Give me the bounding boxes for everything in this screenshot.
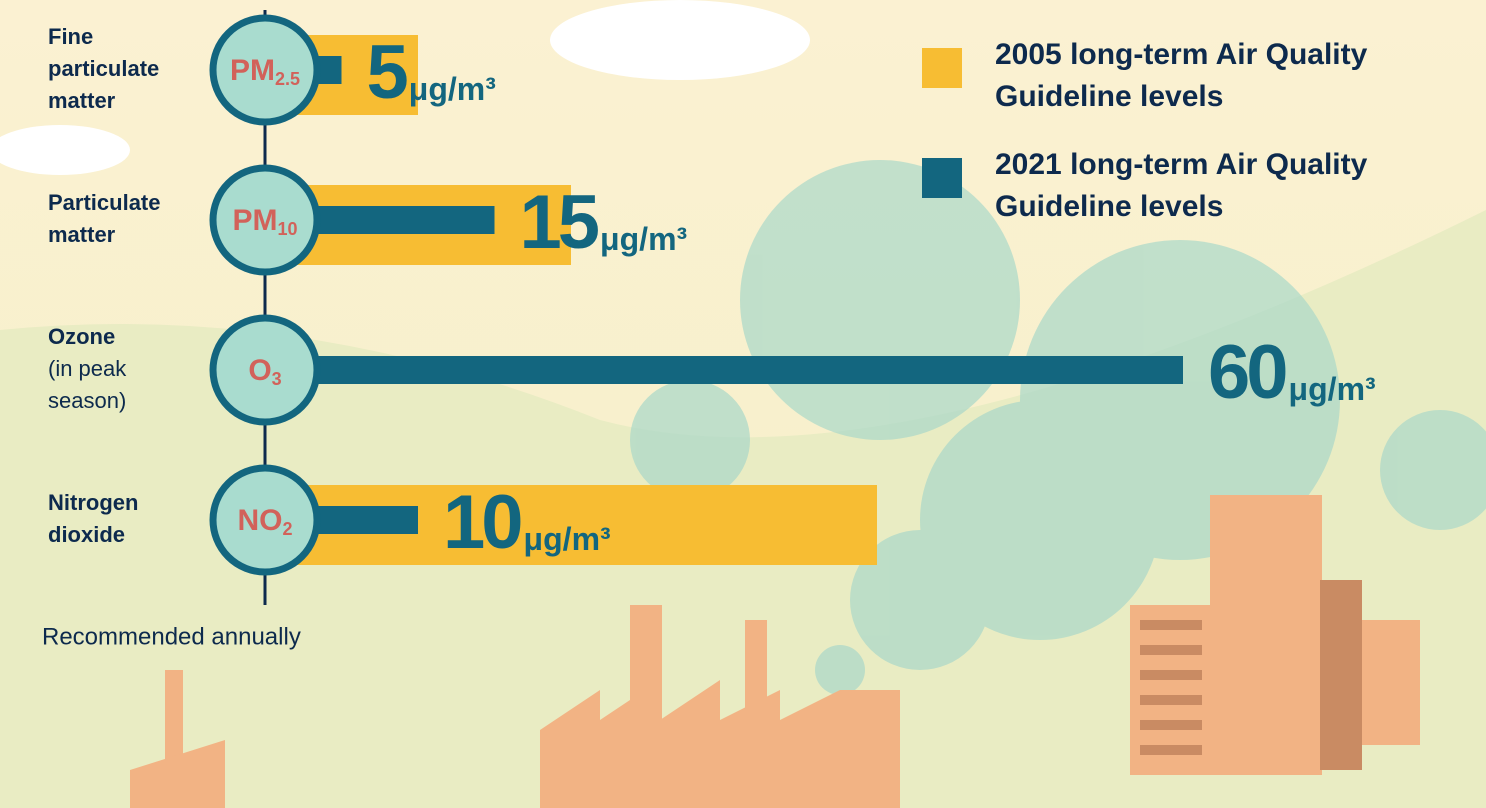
pollutant-symbol: PM2.5 [230, 54, 300, 89]
value-label: 60 μg/m³ [1208, 330, 1376, 415]
symbol-main: NO [237, 504, 282, 537]
value-number: 10 [443, 480, 521, 565]
symbol-sub: 10 [277, 219, 297, 239]
bar [265, 356, 1183, 384]
pollutant-symbol: NO2 [237, 504, 292, 539]
category-label: Fine particulate matter [48, 24, 159, 113]
category-line: matter [48, 88, 116, 113]
legend-line: Guideline levels [995, 190, 1223, 223]
value-unit: μg/m³ [524, 521, 611, 557]
symbol-sub: 3 [272, 369, 282, 389]
category-label: Nitrogen dioxide [48, 490, 138, 547]
category-line: Fine [48, 24, 93, 49]
symbol-sub: 2.5 [275, 69, 300, 89]
category-line: matter [48, 222, 116, 247]
legend-line: 2005 long-term Air Quality [995, 38, 1368, 71]
pollutant-badge [209, 164, 321, 276]
legend-swatch [922, 158, 962, 198]
value-label: 15 μg/m³ [520, 180, 688, 265]
pollutant-symbol: O3 [248, 354, 281, 389]
category-line: Particulate [48, 190, 161, 215]
category-label: Particulate matter [48, 190, 161, 247]
pollutant-badge [209, 464, 321, 576]
legend-label: 2005 long-term Air Quality Guideline leve… [995, 38, 1368, 113]
category-note: (in peak season) [48, 356, 127, 413]
value-unit: μg/m³ [600, 221, 687, 257]
value-unit: μg/m³ [1289, 371, 1376, 407]
legend-label: 2021 long-term Air Quality Guideline leve… [995, 148, 1368, 223]
category-line: particulate [48, 56, 159, 81]
legend-line: 2021 long-term Air Quality [995, 148, 1368, 181]
legend-line: Guideline levels [995, 80, 1223, 113]
value-label: 10 μg/m³ [443, 480, 611, 565]
pollutant-badge [209, 314, 321, 426]
value-number: 60 [1208, 330, 1286, 415]
pollutant-symbol: PM10 [232, 204, 297, 239]
note-line: season) [48, 388, 126, 413]
category-line: Ozone [48, 324, 115, 349]
value-label: 5 μg/m³ [367, 30, 496, 115]
symbol-sub: 2 [282, 519, 292, 539]
pollutant-badge [209, 14, 321, 126]
value-number: 5 [367, 30, 408, 115]
legend-swatch [922, 48, 962, 88]
category-label: Ozone [48, 324, 115, 349]
symbol-main: PM [232, 204, 277, 237]
category-line: dioxide [48, 522, 125, 547]
symbol-main: O [248, 354, 271, 387]
symbol-main: PM [230, 54, 275, 87]
category-line: Nitrogen [48, 490, 138, 515]
value-number: 15 [520, 180, 599, 265]
footnote: Recommended annually [42, 623, 301, 650]
value-unit: μg/m³ [409, 71, 496, 107]
note-line: (in peak [48, 356, 127, 381]
